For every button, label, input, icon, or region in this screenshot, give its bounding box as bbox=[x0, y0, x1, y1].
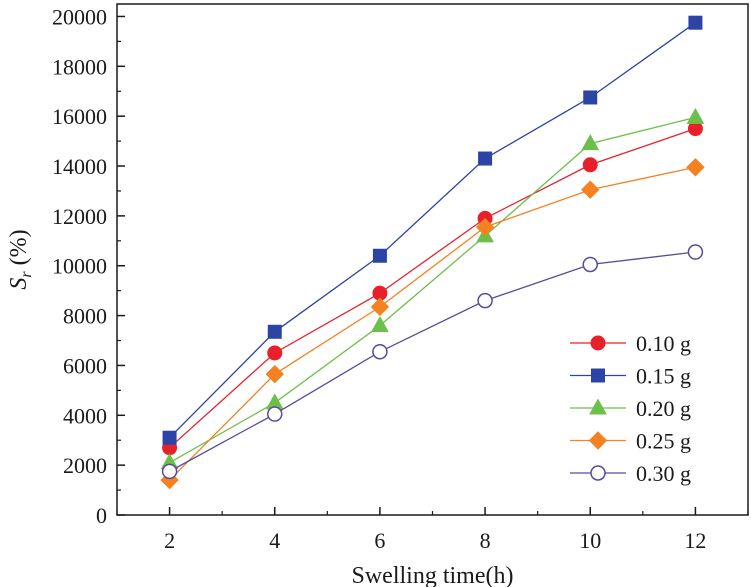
data-point bbox=[687, 244, 704, 260]
data-point bbox=[477, 292, 493, 309]
series-line bbox=[169, 22, 696, 439]
data-point bbox=[581, 134, 600, 151]
legend-marker bbox=[588, 431, 608, 450]
y-axis-title: Sr (%) bbox=[6, 229, 35, 289]
x-axis-title: Swelling time(h) bbox=[352, 563, 514, 587]
y-tick-label: 2000 bbox=[63, 453, 107, 478]
data-point bbox=[267, 324, 282, 339]
y-tick-label: 8000 bbox=[63, 304, 107, 329]
data-point bbox=[371, 316, 389, 333]
legend-label: 0.20 g bbox=[636, 396, 691, 421]
data-point bbox=[267, 406, 283, 422]
legend-marker bbox=[591, 368, 605, 383]
x-axis: 2 4 6 8 10 12 bbox=[116, 507, 749, 553]
data-point bbox=[478, 151, 493, 166]
data-point bbox=[265, 364, 284, 384]
x-tick-label: 2 bbox=[164, 528, 175, 553]
data-point bbox=[372, 343, 388, 360]
series-line bbox=[169, 116, 696, 464]
x-tick-label: 4 bbox=[269, 528, 280, 553]
series-line bbox=[169, 251, 696, 472]
y-tick-label: 16000 bbox=[52, 104, 107, 129]
y-tick-label: 20000 bbox=[52, 4, 107, 29]
y-tick-label: 18000 bbox=[52, 54, 107, 79]
y-tick-label: 0 bbox=[96, 503, 107, 528]
series-0-20-g bbox=[160, 107, 705, 470]
y-axis-title-main: S bbox=[6, 278, 32, 290]
data-point bbox=[267, 345, 283, 361]
data-point bbox=[161, 463, 178, 480]
legend-label: 0.30 g bbox=[636, 461, 691, 486]
legend-marker bbox=[590, 335, 606, 351]
series-0-15-g bbox=[162, 15, 703, 445]
y-tick-label: 4000 bbox=[63, 403, 107, 428]
data-point bbox=[162, 430, 177, 445]
data-point bbox=[582, 157, 598, 173]
y-tick-label: 12000 bbox=[52, 204, 107, 229]
series-layer bbox=[160, 15, 705, 490]
legend-label: 0.25 g bbox=[636, 429, 691, 454]
data-point bbox=[372, 248, 387, 263]
y-tick-label: 14000 bbox=[52, 154, 107, 179]
legend: 0.10 g 0.15 g 0.20 g 0.25 g 0.30 g bbox=[570, 331, 691, 486]
y-tick-label: 10000 bbox=[52, 254, 107, 279]
data-point bbox=[582, 256, 598, 273]
legend-label: 0.15 g bbox=[636, 364, 691, 389]
x-tick-label: 12 bbox=[684, 528, 706, 553]
x-tick-label: 6 bbox=[374, 528, 385, 553]
data-point bbox=[583, 90, 598, 105]
series-line bbox=[169, 128, 696, 449]
data-point bbox=[686, 158, 705, 177]
data-point bbox=[370, 297, 390, 317]
y-axis-title-sub: r bbox=[18, 271, 35, 278]
series-line bbox=[169, 166, 696, 481]
y-axis: 0 2000 4000 6000 8000 10000 12000 14000 16000 180… bbox=[52, 4, 125, 528]
data-point bbox=[686, 107, 705, 124]
legend-marker bbox=[590, 465, 606, 481]
series-0-30-g bbox=[161, 244, 704, 480]
data-point bbox=[688, 15, 703, 30]
data-point bbox=[581, 180, 600, 199]
series-0-25-g bbox=[160, 158, 705, 490]
x-tick-label: 8 bbox=[480, 528, 491, 553]
data-point bbox=[475, 217, 495, 237]
legend-marker bbox=[589, 398, 607, 415]
legend-label: 0.10 g bbox=[636, 331, 691, 356]
y-axis-title-suffix: (%) bbox=[6, 229, 32, 271]
x-tick-label: 10 bbox=[579, 528, 601, 553]
y-tick-label: 6000 bbox=[63, 353, 107, 378]
